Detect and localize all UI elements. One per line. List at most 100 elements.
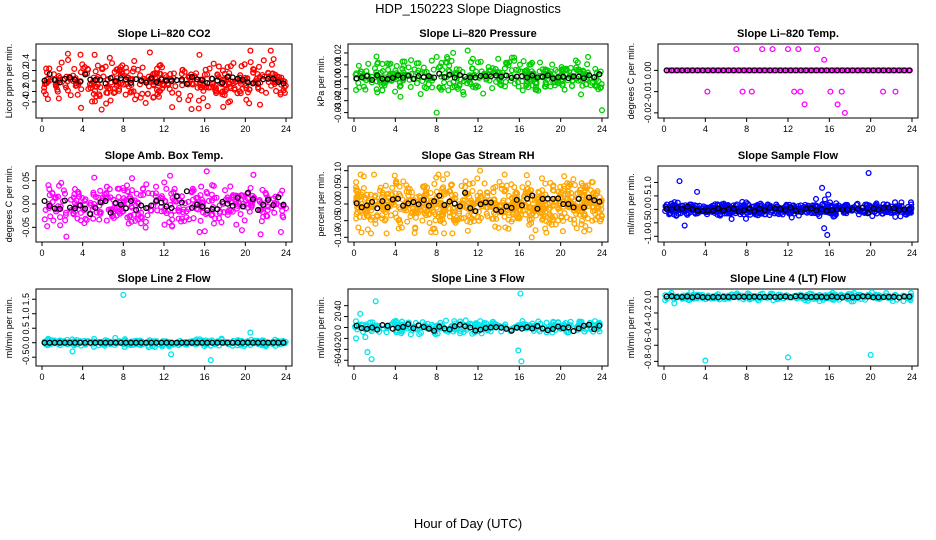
- data-point: [469, 65, 476, 72]
- data-point: [872, 67, 879, 74]
- outlier-point: [443, 170, 451, 178]
- data-point: [561, 210, 568, 217]
- panel-title: Slope Gas Stream RH: [421, 150, 534, 162]
- mean-point: [384, 322, 391, 329]
- data-point: [362, 86, 369, 93]
- mean-point: [249, 196, 257, 203]
- data-point: [92, 68, 99, 75]
- y-tick-label: 1.0: [643, 176, 653, 189]
- data-point: [561, 173, 568, 180]
- data-point: [519, 184, 526, 191]
- mean-point: [143, 79, 150, 86]
- data-point: [598, 81, 605, 88]
- mean-point: [420, 196, 427, 204]
- outlier-point: [528, 234, 535, 241]
- mean-point: [425, 325, 432, 332]
- data-point: [229, 342, 236, 349]
- mean-point: [782, 206, 789, 213]
- data-point: [196, 51, 203, 58]
- data-point: [131, 57, 138, 65]
- x-tick-label: 16: [824, 248, 834, 258]
- data-point: [358, 229, 365, 236]
- data-point: [840, 209, 847, 216]
- mean-point: [539, 325, 546, 332]
- mean-point: [415, 322, 422, 329]
- y-tick-label: -0.2: [643, 305, 653, 321]
- data-point: [578, 217, 586, 224]
- data-point: [110, 205, 117, 212]
- data-point: [897, 213, 904, 220]
- outlier-point: [364, 349, 371, 356]
- data-point: [392, 67, 399, 74]
- data-point: [522, 189, 529, 196]
- data-point: [41, 216, 48, 223]
- outlier-point: [821, 56, 828, 63]
- data-point: [524, 180, 532, 187]
- data-point: [891, 199, 899, 206]
- y-tick-label: -0.01: [333, 78, 343, 99]
- data-point: [163, 74, 170, 81]
- data-point: [423, 191, 430, 198]
- data-point: [374, 59, 381, 66]
- data-point: [857, 67, 865, 74]
- data-point: [411, 66, 418, 73]
- data-point: [279, 187, 286, 194]
- data-point: [831, 67, 838, 74]
- x-tick-label: 0: [661, 372, 666, 382]
- data-point: [505, 225, 512, 232]
- mean-point: [204, 207, 211, 214]
- mean-point: [673, 204, 680, 211]
- x-tick-label: 0: [351, 372, 356, 382]
- data-point: [77, 51, 84, 58]
- x-tick-label: 0: [39, 372, 44, 382]
- data-point: [227, 183, 234, 190]
- x-tick-label: 4: [393, 248, 398, 258]
- y-axis-label: Licor ppm per min.: [4, 44, 14, 119]
- data-point: [40, 88, 48, 95]
- panel-p7: Slope Line 2 Flow 0 4 8 12 16 20 24 -0.50.00.5 1.…: [4, 273, 293, 382]
- mean-point: [204, 79, 211, 87]
- mean-point: [51, 76, 58, 84]
- mean-point: [260, 201, 267, 208]
- data-point: [41, 84, 48, 91]
- data-point: [469, 330, 476, 337]
- mean-point: [431, 198, 438, 205]
- data-point: [421, 183, 428, 190]
- outlier-point: [867, 351, 874, 358]
- mean-point: [586, 321, 593, 328]
- outlier-point: [733, 46, 740, 53]
- x-tick-label: 12: [159, 372, 169, 382]
- outlier-point: [353, 86, 360, 93]
- mean-point: [56, 79, 63, 86]
- x-tick-label: 24: [281, 124, 291, 134]
- data-point: [132, 96, 139, 103]
- data-point: [592, 211, 599, 218]
- data-points: [352, 167, 605, 241]
- data-point: [590, 190, 597, 197]
- data-point: [400, 178, 407, 185]
- data-point: [503, 182, 510, 189]
- data-point: [696, 67, 703, 74]
- data-point: [513, 189, 520, 196]
- mean-point: [529, 192, 536, 199]
- data-point: [527, 77, 534, 84]
- data-point: [543, 319, 550, 326]
- data-point: [397, 82, 404, 89]
- data-point: [466, 180, 473, 187]
- data-point: [198, 183, 205, 190]
- x-tick-label: 0: [661, 248, 666, 258]
- data-point: [90, 191, 97, 198]
- x-tick-label: 24: [907, 372, 917, 382]
- y-tick-label: -0.01: [643, 81, 653, 102]
- data-point: [136, 81, 143, 88]
- data-point: [579, 192, 586, 199]
- data-point: [487, 197, 494, 204]
- data-point: [167, 172, 174, 179]
- data-point: [490, 189, 497, 196]
- data-point: [547, 83, 554, 90]
- outlier-point: [63, 233, 70, 240]
- data-point: [775, 211, 782, 218]
- data-point: [81, 220, 88, 227]
- data-point: [353, 187, 360, 194]
